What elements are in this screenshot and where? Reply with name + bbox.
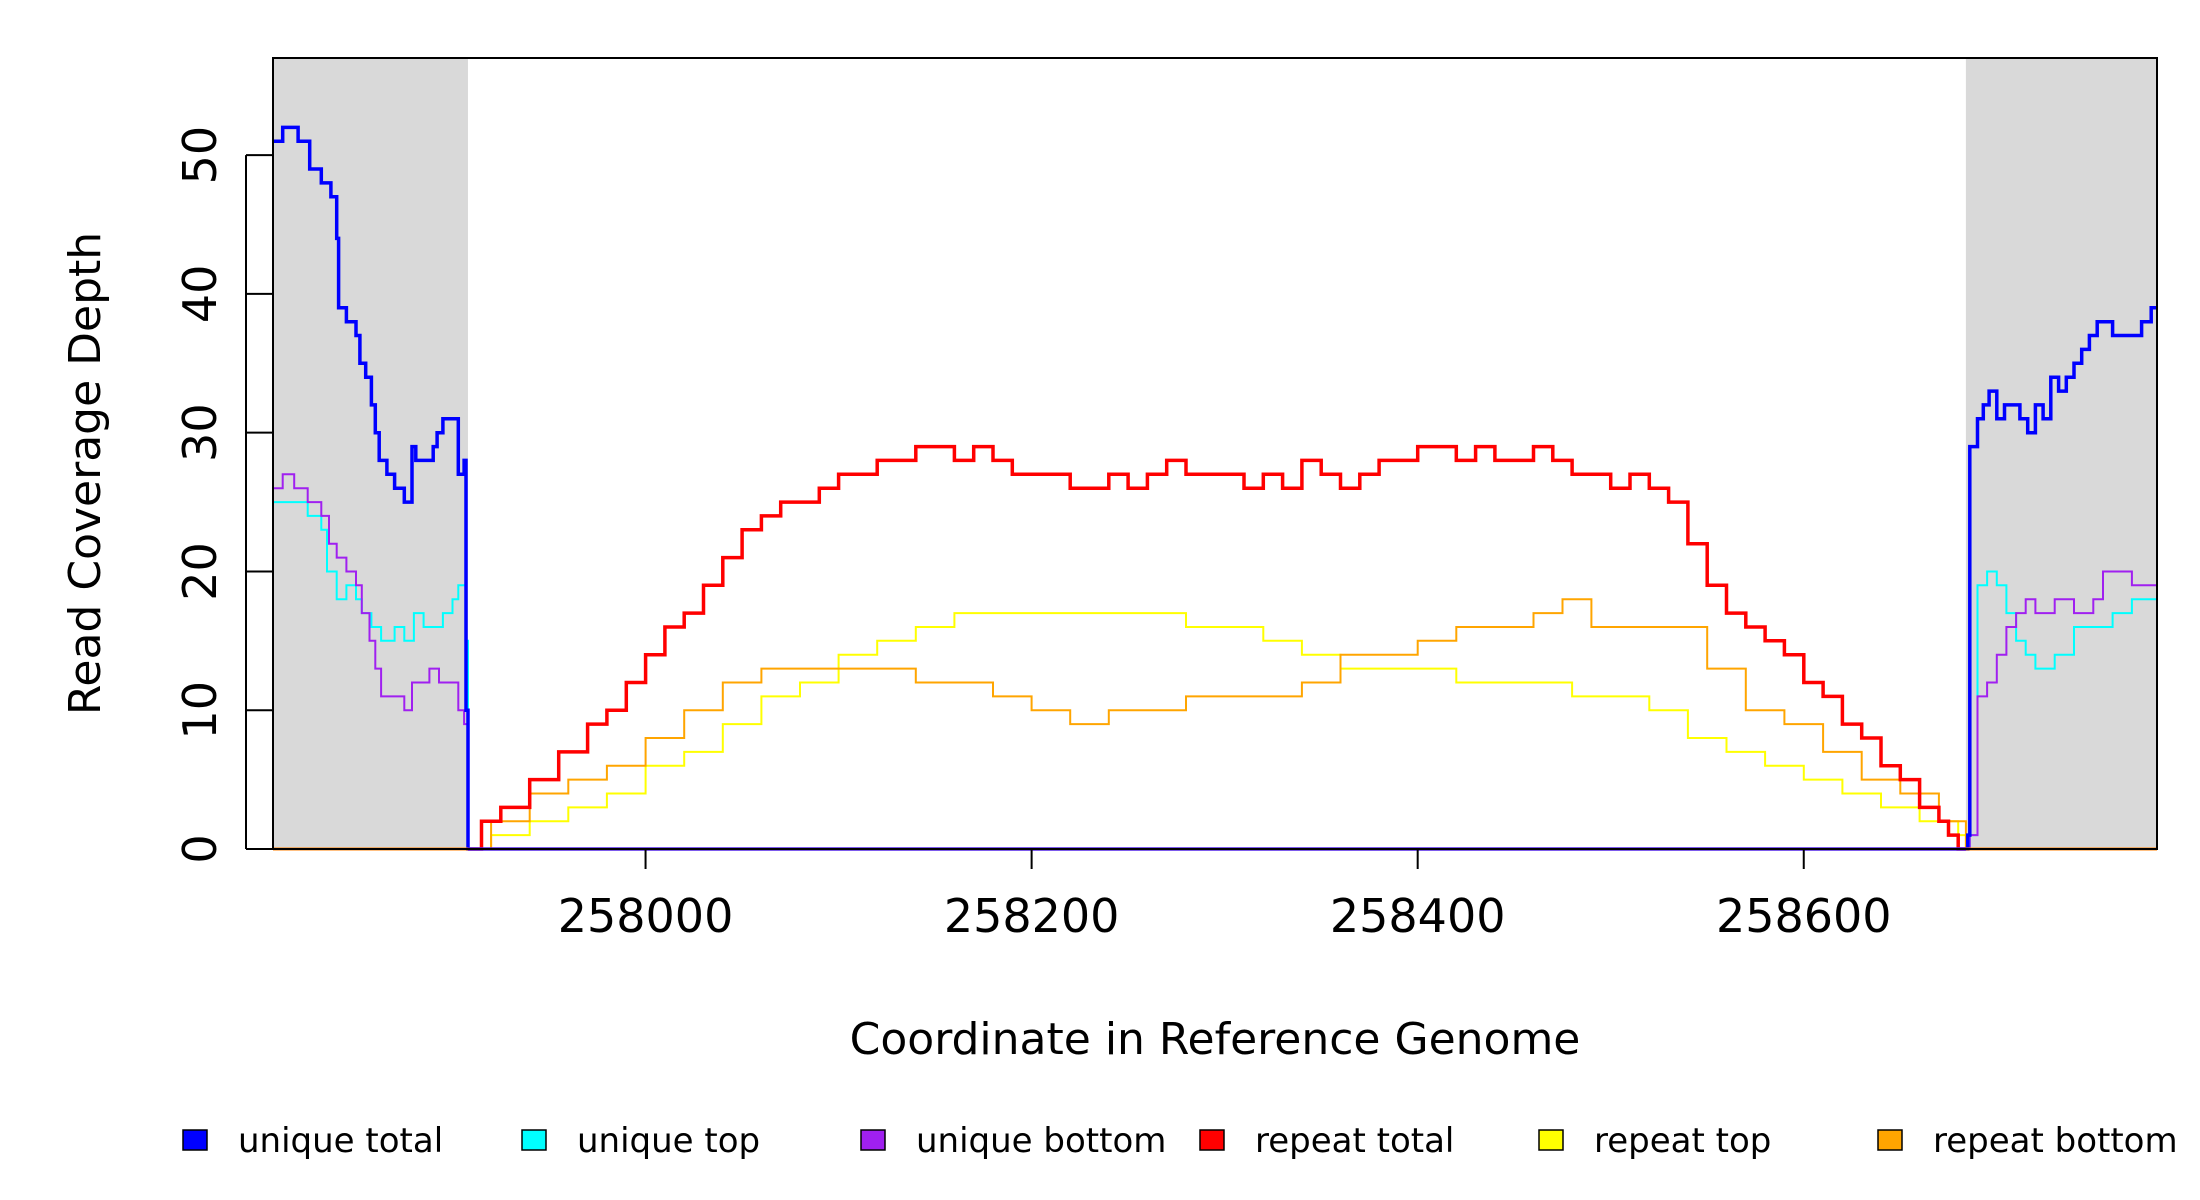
series-repeat-top: [468, 612, 1967, 850]
legend-swatch-repeat-total: [1199, 1129, 1225, 1151]
series-unique-top: [273, 501, 2158, 850]
y-axis: 0 10 20 30 40 50: [173, 126, 273, 864]
x-axis: 258000 258200 258400 258600: [558, 849, 1892, 943]
x-tick-label: 258000: [558, 889, 734, 943]
legend-label-repeat-bottom: repeat bottom: [1933, 1121, 2178, 1161]
legend-swatch-repeat-top: [1538, 1129, 1564, 1151]
shaded-region-2: [1965, 58, 2157, 849]
series-layer: [273, 125, 2158, 851]
plot-frame: [272, 57, 2158, 850]
legend-label-repeat-total: repeat total: [1255, 1121, 1454, 1161]
x-tick-label: 258600: [1716, 889, 1892, 943]
y-axis-title: Read Coverage Depth: [60, 232, 111, 715]
series-unique-bottom: [273, 473, 2158, 850]
legend-swatch-unique-bottom: [860, 1129, 886, 1151]
x-axis-title: Coordinate in Reference Genome: [850, 1014, 1581, 1065]
y-tick-label: 50: [173, 126, 227, 185]
legend: unique total unique top unique bottom repea…: [182, 1121, 2178, 1161]
legend-swatch-unique-total: [182, 1129, 208, 1151]
legend-swatch-unique-top: [521, 1129, 547, 1151]
y-tick-label: 30: [173, 403, 227, 462]
x-tick-label: 258400: [1330, 889, 1506, 943]
y-tick-label: 0: [173, 834, 227, 863]
series-unique-total: [273, 125, 2157, 851]
series-repeat-bottom: [468, 598, 1967, 850]
legend-swatch-repeat-bottom: [1877, 1129, 1903, 1151]
y-tick-label: 40: [173, 265, 227, 324]
shaded-regions: [273, 58, 2157, 849]
legend-label-unique-total: unique total: [238, 1121, 443, 1161]
shaded-region-1: [273, 58, 468, 849]
legend-label-unique-bottom: unique bottom: [916, 1121, 1166, 1161]
y-tick-label: 20: [173, 542, 227, 601]
legend-label-repeat-top: repeat top: [1594, 1121, 1771, 1161]
y-tick-label: 10: [173, 681, 227, 740]
legend-label-unique-top: unique top: [577, 1121, 760, 1161]
series-repeat-total: [468, 444, 1966, 851]
x-tick-label: 258200: [944, 889, 1120, 943]
